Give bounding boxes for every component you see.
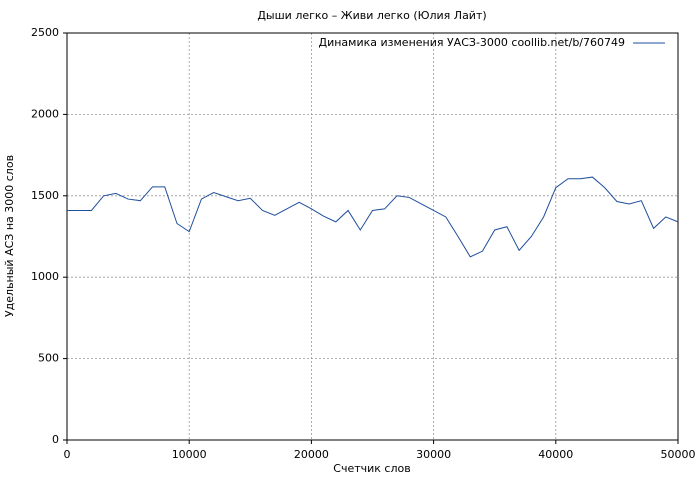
y-tick-label: 2500 [31, 26, 59, 39]
y-axis-label: Удельный АСЗ на 3000 слов [3, 155, 16, 317]
x-tick-label: 20000 [294, 448, 329, 461]
chart-title: Дыши легко – Живи легко (Юлия Лайт) [257, 9, 486, 22]
plot-frame [66, 32, 679, 441]
x-tick-label: 50000 [661, 448, 696, 461]
x-axis-label: Счетчик слов [333, 462, 410, 475]
data-line [67, 176, 679, 258]
y-tick-label: 2000 [31, 107, 59, 120]
x-tick-label: 0 [64, 448, 71, 461]
y-tick-label: 500 [38, 352, 59, 365]
x-tick-label: 40000 [538, 448, 573, 461]
x-tick-label: 30000 [416, 448, 451, 461]
y-tick-label: 0 [52, 433, 59, 446]
x-tick-label: 10000 [172, 448, 207, 461]
y-tick-label: 1500 [31, 189, 59, 202]
y-tick-label: 1000 [31, 270, 59, 283]
legend-label: Динамика изменения УАСЗ-3000 coollib.net… [319, 36, 626, 49]
